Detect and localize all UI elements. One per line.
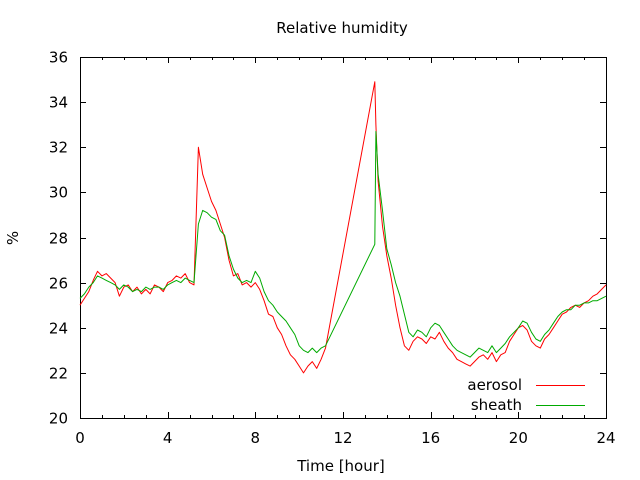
tick-marks [80, 57, 607, 419]
y-tick-label: 28 [49, 230, 68, 248]
series-line-aerosol [79, 81, 607, 374]
y-tick-labels: 20 22 24 26 28 30 32 34 36 [49, 49, 68, 428]
y-tick-label: 26 [49, 275, 68, 293]
legend-label: aerosol [467, 376, 522, 394]
y-tick-label: 20 [49, 410, 68, 428]
y-tick-label: 22 [49, 365, 68, 383]
y-tick-label: 24 [49, 320, 68, 338]
x-tick-label: 4 [163, 429, 173, 447]
y-axis-label: % [4, 231, 22, 245]
legend: aerosol sheath [467, 376, 585, 414]
x-tick-label: 8 [251, 429, 261, 447]
x-tick-label: 20 [509, 429, 528, 447]
x-tick-label: 16 [421, 429, 440, 447]
y-tick-label: 30 [49, 184, 68, 202]
x-tick-label: 12 [333, 429, 352, 447]
y-tick-label: 34 [49, 94, 68, 112]
series-line-sheath [79, 131, 607, 358]
x-tick-label: 0 [75, 429, 85, 447]
plot-frame [80, 57, 607, 419]
chart-title: Relative humidity [276, 19, 408, 37]
x-tick-label: 24 [596, 429, 615, 447]
y-tick-label: 32 [49, 139, 68, 157]
x-tick-labels: 0 4 8 12 16 20 24 [75, 429, 615, 447]
x-axis-label: Time [hour] [296, 457, 385, 475]
legend-label: sheath [471, 396, 522, 414]
series-lines [79, 81, 607, 374]
y-tick-label: 36 [49, 49, 68, 67]
